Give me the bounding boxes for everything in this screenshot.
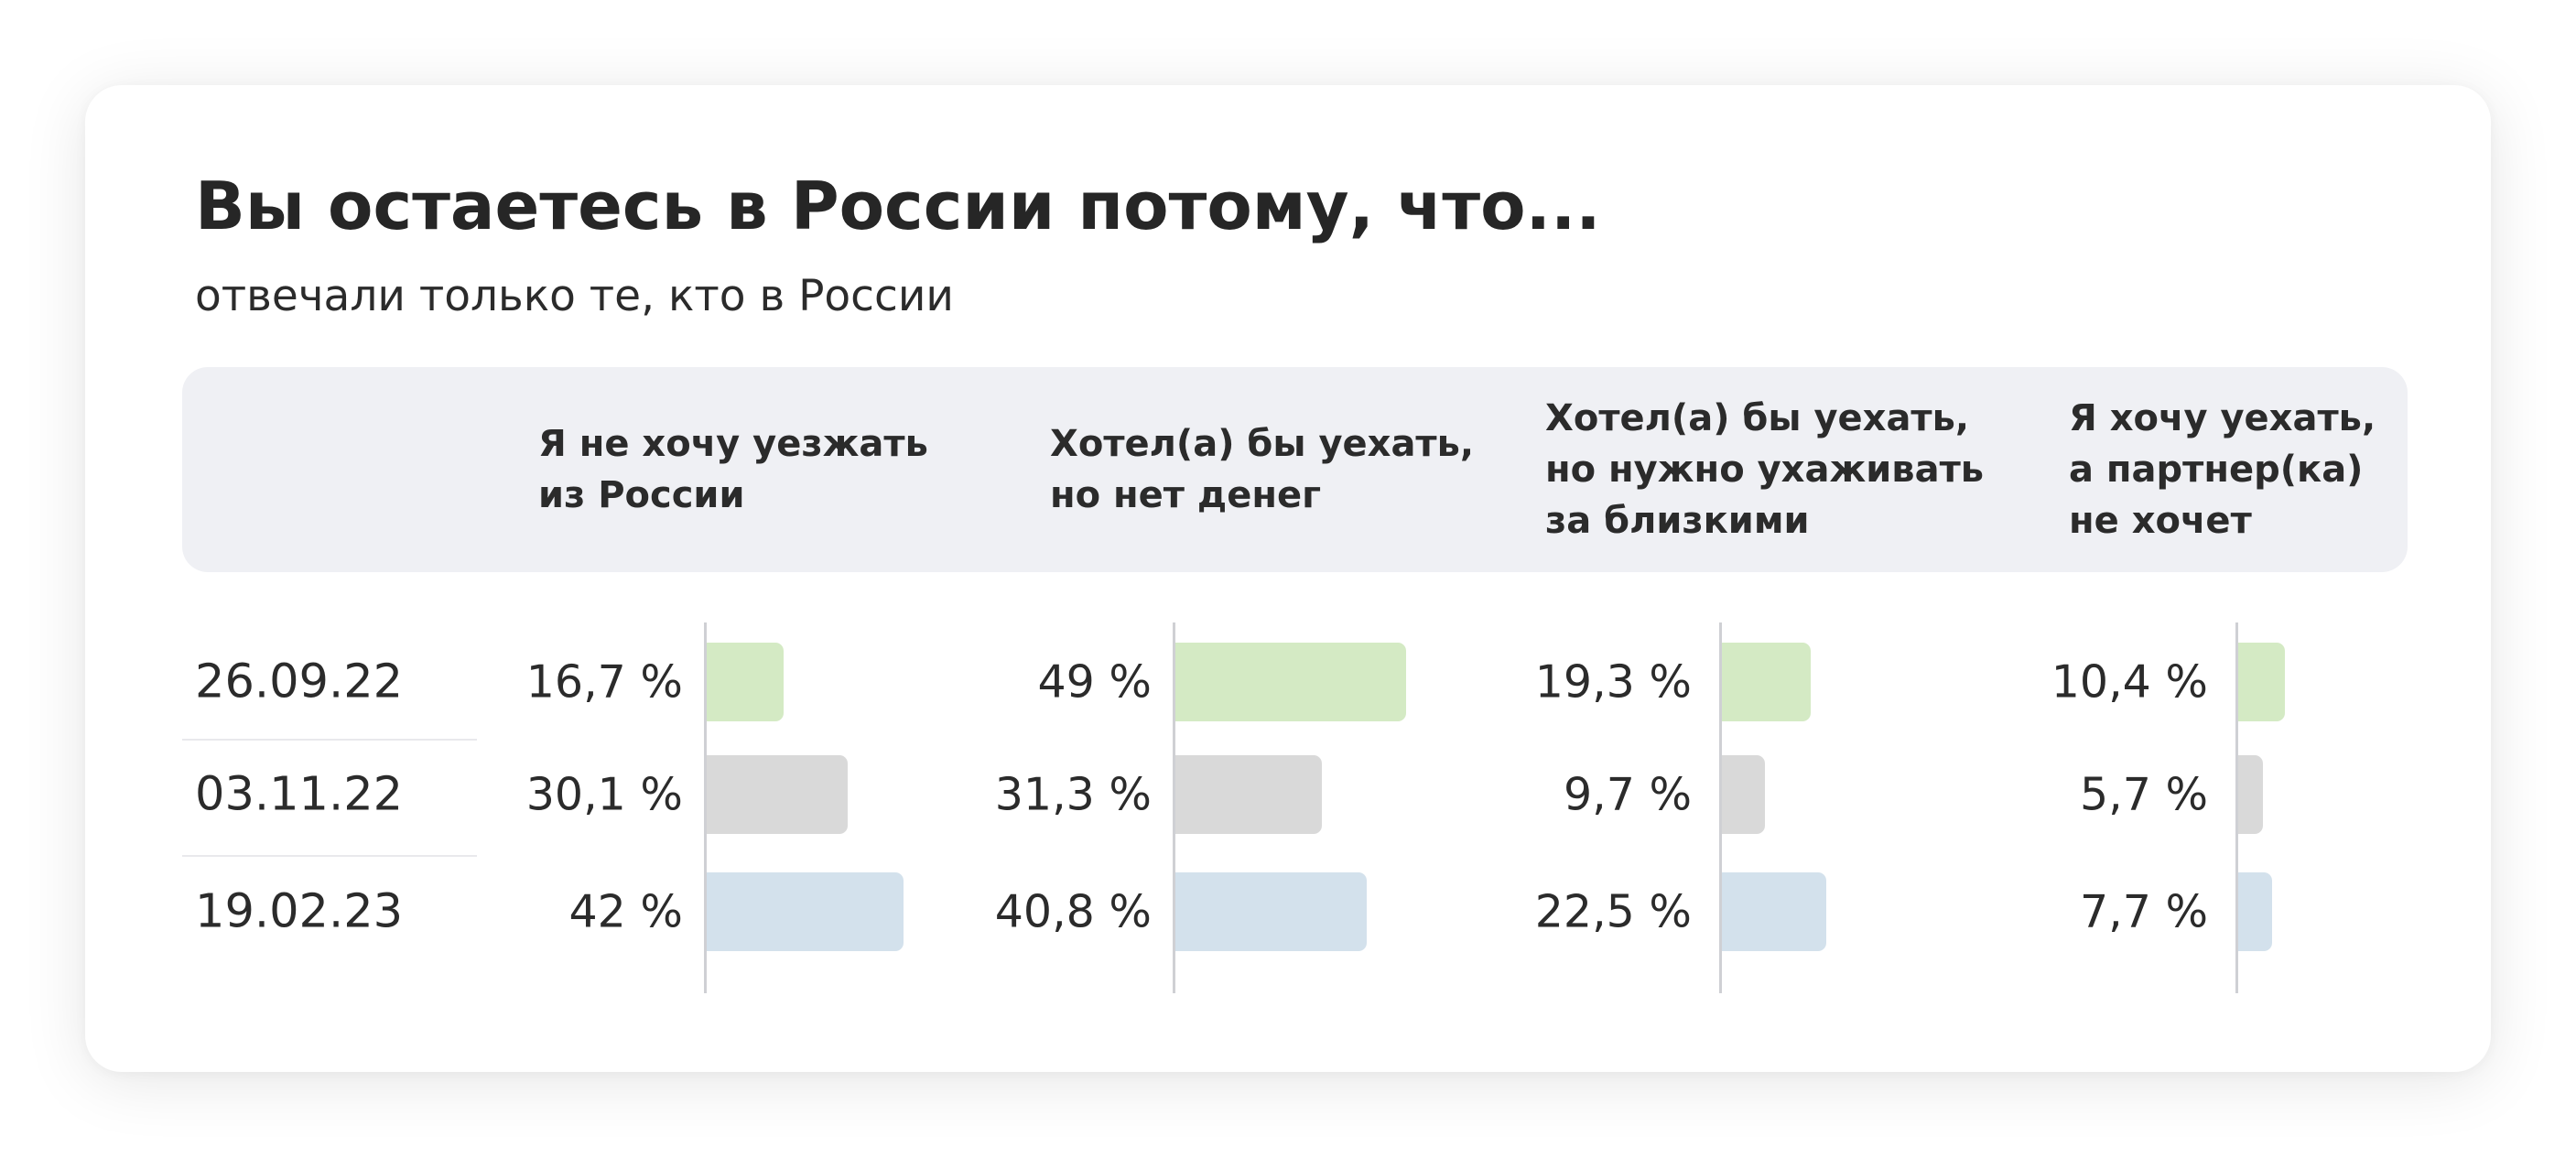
column-header-3: Хотел(а) бы уехать, но нужно ухаживать з… [1545,397,1985,542]
axis-line-4 [2235,622,2238,993]
bar-4-3 [2235,872,2273,951]
value-label-2-1: 49 % [1037,655,1153,709]
bar-2-2 [1173,755,1322,834]
value-label-3-3: 22,5 % [1534,885,1692,938]
bar-1-3 [704,872,904,951]
bar-3-2 [1719,755,1766,834]
bar-2-1 [1173,643,1406,721]
value-label-4-2: 5,7 % [2079,768,2208,821]
bar-3-1 [1719,643,1812,721]
column-header-band [182,367,2408,572]
bar-2-3 [1173,872,1368,951]
axis-line-3 [1719,622,1722,993]
value-label-2-3: 40,8 % [994,885,1152,938]
bar-1-2 [704,755,848,834]
value-label-1-3: 42 % [568,885,684,938]
value-label-2-2: 31,3 % [994,768,1152,821]
chart-subtitle: отвечали только те, кто в России [195,271,954,321]
value-label-4-1: 10,4 % [2051,655,2208,709]
row-date-2: 03.11.22 [195,767,404,822]
column-header-2: Хотел(а) бы уехать, но нет денег [1050,423,1475,516]
bar-3-3 [1719,872,1826,951]
bar-4-2 [2235,755,2263,834]
value-label-1-2: 30,1 % [525,768,683,821]
row-date-3: 19.02.23 [195,884,404,939]
value-label-3-2: 9,7 % [1563,768,1692,821]
axis-line-1 [704,622,707,993]
column-header-1: Я не хочу уезжать из России [538,423,928,516]
row-date-1: 26.09.22 [195,655,404,709]
value-label-1-1: 16,7 % [525,655,683,709]
value-label-3-1: 19,3 % [1534,655,1692,709]
bar-4-1 [2235,643,2286,721]
row-divider [182,739,477,741]
chart-title: Вы остаетесь в России потому, что... [195,168,1601,244]
column-header-4: Я хочу уехать, а партнер(ка) не хочет [2069,397,2376,542]
bar-1-1 [704,643,784,721]
row-divider [182,855,477,857]
value-label-4-3: 7,7 % [2079,885,2208,938]
axis-line-2 [1173,622,1175,993]
